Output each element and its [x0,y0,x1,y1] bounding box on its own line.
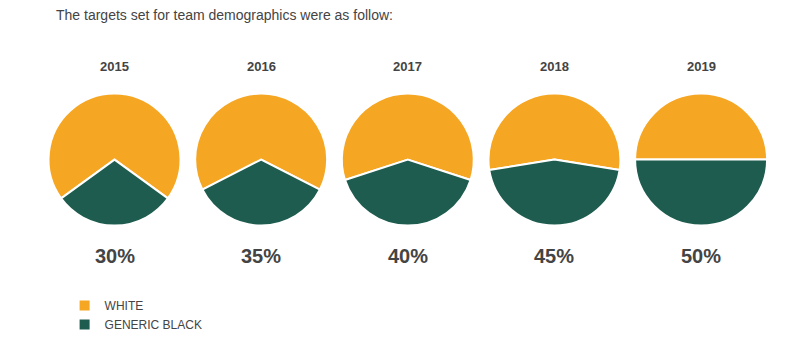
svg-text:45%: 45% [534,245,574,267]
svg-text:2018: 2018 [540,59,569,74]
svg-text:2016: 2016 [247,59,276,74]
svg-text:40%: 40% [388,245,428,267]
svg-text:50%: 50% [681,245,721,267]
svg-text:GENERIC BLACK: GENERIC BLACK [105,318,202,332]
svg-text:30%: 30% [95,245,135,267]
svg-text:WHITE: WHITE [105,299,144,313]
svg-text:2017: 2017 [393,59,422,74]
svg-text:2015: 2015 [100,59,129,74]
svg-text:35%: 35% [241,245,281,267]
svg-text:The targets set for team demog: The targets set for team demographics we… [56,7,393,23]
svg-text:2019: 2019 [687,59,716,74]
